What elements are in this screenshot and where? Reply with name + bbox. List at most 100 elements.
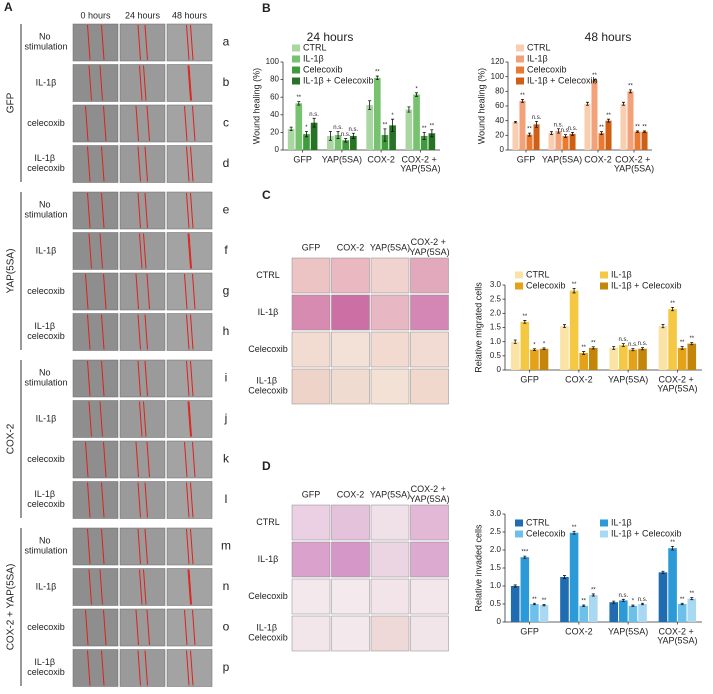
legend-swatch [600,271,608,279]
micrograph [72,313,119,351]
error-bar [344,138,348,143]
micrograph [119,400,166,438]
bar [373,77,381,150]
micrograph [119,649,166,687]
micrograph [410,541,449,578]
row-label: IL-1β [36,245,57,255]
wound-edge [187,569,191,605]
error-bar [690,597,694,601]
micrograph [119,359,166,398]
wound-edge [87,360,91,397]
error-bar [680,346,684,350]
column-header: 48 hours [172,10,208,20]
column-header: 24 hours [125,10,161,20]
micrograph [331,368,370,405]
micrograph [291,331,331,368]
micrograph [119,232,166,270]
bar [420,135,428,150]
wound-edge [186,360,190,397]
wound-edge [101,650,105,686]
wound-edge [188,233,192,269]
bar [530,604,539,622]
micrograph [331,294,370,331]
wound-edge [101,146,105,182]
wound-edge [87,192,91,229]
error-bar [690,342,694,346]
micrograph [72,400,119,438]
row-label: CTRL [256,270,280,280]
bar [619,345,628,370]
row-letter: a [223,35,230,49]
y-tick-label: 20 [495,130,504,139]
micrograph [410,504,449,541]
row-label: IL-1β Celecoxib [248,623,288,643]
bar [569,133,576,150]
error-bar [297,101,301,106]
significance-label: ** [581,599,586,605]
significance-label: n.s. [618,337,628,343]
x-tick-label: GFP [293,154,312,164]
micrograph [370,615,410,652]
y-tick-label: 1.5 [490,563,502,572]
legend-label: IL-1β [303,53,324,63]
significance-label: * [533,342,536,348]
wound-edge [103,441,107,478]
x-tick-label: COX-2 [367,154,395,164]
wound-edge [146,273,150,310]
y-tick-label: 60 [495,101,504,110]
y-tick-label: 120 [491,57,505,66]
row-label: celecoxib [27,622,65,632]
wound-edge [190,650,194,686]
micrograph [119,440,166,479]
y-tick-label: 0.5 [490,351,502,360]
error-bar [391,118,395,132]
bar [428,133,436,150]
row-label: IL-1β celecoxib [27,657,65,677]
row-label: No stimulation [24,536,67,556]
wound-edge [101,192,105,229]
wound-edge [143,569,147,605]
legend-label: IL-1β [611,517,632,527]
bar [687,343,697,370]
legend-swatch [600,282,608,290]
group-label: YAP(5SA) [6,249,17,294]
bar [520,557,530,622]
error-bar [532,602,536,606]
legend-swatch [516,77,524,85]
wound-edge [135,105,139,142]
wound-edge [103,609,107,646]
significance-label: ** [591,587,596,593]
micrograph [410,615,449,652]
micrograph [331,257,370,294]
row-letter: i [225,371,228,385]
micrograph [410,257,449,294]
micrograph [72,232,119,270]
micrograph [119,568,166,606]
wound-edge [144,314,148,350]
bar [350,135,357,150]
wound-edge [137,482,141,518]
wound-edge [190,314,194,350]
legend-swatch [515,519,523,527]
significance-label: ** [670,540,675,546]
micrograph [331,331,370,368]
micrograph [72,145,119,183]
wound-edge [135,609,139,646]
wound-edge [87,482,91,518]
wound-edge [192,273,196,310]
panel-label: A [4,0,13,14]
micrograph [119,313,166,351]
legend-label: Celecoxib [527,64,567,74]
bar [405,109,413,150]
micrograph [119,272,166,311]
micrograph [72,568,119,606]
significance-label: * [632,599,635,605]
micrograph [370,257,410,294]
row-letter: g [223,284,230,298]
row-label: No stimulation [24,32,67,52]
x-tick-label: YAP(5SA) [608,626,648,636]
wound-edge [101,360,105,397]
wound-edge [88,401,92,437]
y-tick-label: 2.5 [490,294,502,303]
wound-edge [144,146,148,182]
